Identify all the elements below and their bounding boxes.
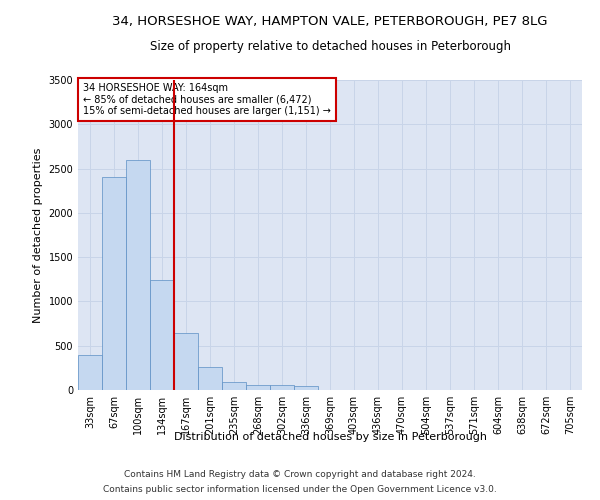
Text: 34 HORSESHOE WAY: 164sqm
← 85% of detached houses are smaller (6,472)
15% of sem: 34 HORSESHOE WAY: 164sqm ← 85% of detach… [83, 83, 331, 116]
Bar [126, 160, 150, 390]
Text: 34, HORSESHOE WAY, HAMPTON VALE, PETERBOROUGH, PE7 8LG: 34, HORSESHOE WAY, HAMPTON VALE, PETERBO… [112, 15, 548, 28]
Text: Size of property relative to detached houses in Peterborough: Size of property relative to detached ho… [149, 40, 511, 53]
Bar [174, 334, 198, 390]
Text: Distribution of detached houses by size in Peterborough: Distribution of detached houses by size … [173, 432, 487, 442]
Bar [294, 386, 318, 390]
Bar [270, 385, 294, 390]
Bar [222, 382, 246, 390]
Bar [150, 280, 174, 390]
Text: Contains public sector information licensed under the Open Government Licence v3: Contains public sector information licen… [103, 485, 497, 494]
Bar [102, 178, 126, 390]
Text: Contains HM Land Registry data © Crown copyright and database right 2024.: Contains HM Land Registry data © Crown c… [124, 470, 476, 479]
Bar [78, 356, 102, 390]
Y-axis label: Number of detached properties: Number of detached properties [33, 148, 43, 322]
Bar [246, 384, 270, 390]
Bar [198, 367, 222, 390]
